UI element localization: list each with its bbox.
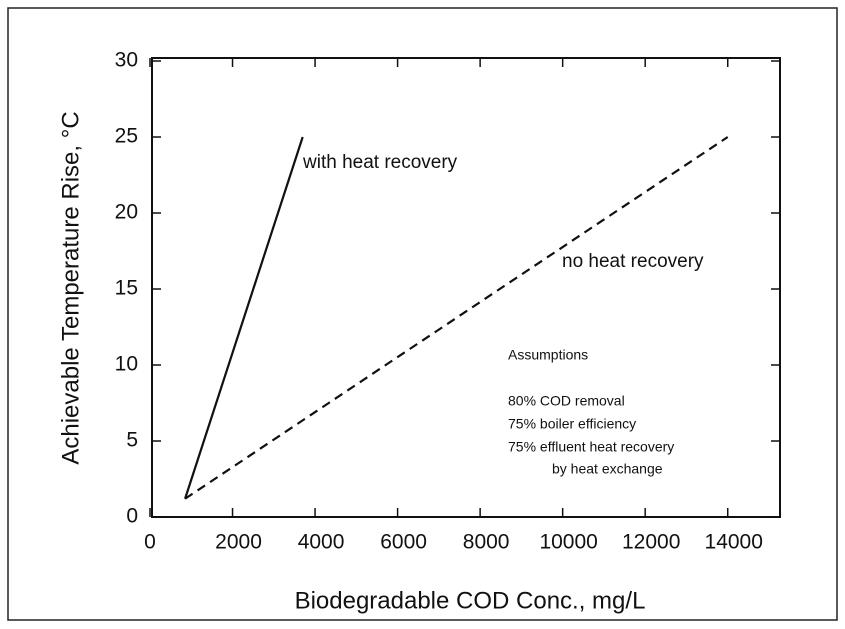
annotation: by heat exchange bbox=[552, 461, 663, 477]
y-tick-label: 10 bbox=[115, 353, 138, 376]
x-tick-label: 4000 bbox=[298, 531, 345, 554]
annotation: 80% COD removal bbox=[508, 393, 625, 409]
y-tick-label: 25 bbox=[115, 125, 138, 148]
annotation: 75% boiler efficiency bbox=[508, 416, 636, 432]
series-line bbox=[184, 136, 304, 500]
x-tick-label: 14000 bbox=[705, 531, 763, 554]
x-tick-label: 12000 bbox=[622, 531, 680, 554]
y-tick-label: 20 bbox=[115, 201, 138, 224]
x-tick-label: 6000 bbox=[380, 531, 427, 554]
annotation: Assumptions bbox=[508, 347, 588, 363]
x-tick-label: 10000 bbox=[539, 531, 597, 554]
x-tick-label: 8000 bbox=[463, 531, 510, 554]
plot-area bbox=[151, 57, 781, 518]
series-label: with heat recovery bbox=[302, 152, 458, 173]
y-tick-label: 15 bbox=[115, 277, 138, 300]
y-tick-label: 0 bbox=[126, 505, 138, 528]
x-tick-label: 2000 bbox=[215, 531, 262, 554]
x-axis-label: Biodegradable COD Conc., mg/L bbox=[295, 587, 646, 614]
x-tick-label: 0 bbox=[144, 531, 156, 554]
frame bbox=[7, 7, 838, 621]
y-tick-label: 30 bbox=[115, 49, 138, 72]
series-label: no heat recovery bbox=[562, 251, 704, 272]
y-tick-label: 5 bbox=[126, 429, 138, 452]
series-line bbox=[184, 136, 729, 500]
annotation: 75% effluent heat recovery bbox=[508, 439, 674, 455]
y-axis-label: Achievable Temperature Rise, °C bbox=[57, 111, 84, 464]
